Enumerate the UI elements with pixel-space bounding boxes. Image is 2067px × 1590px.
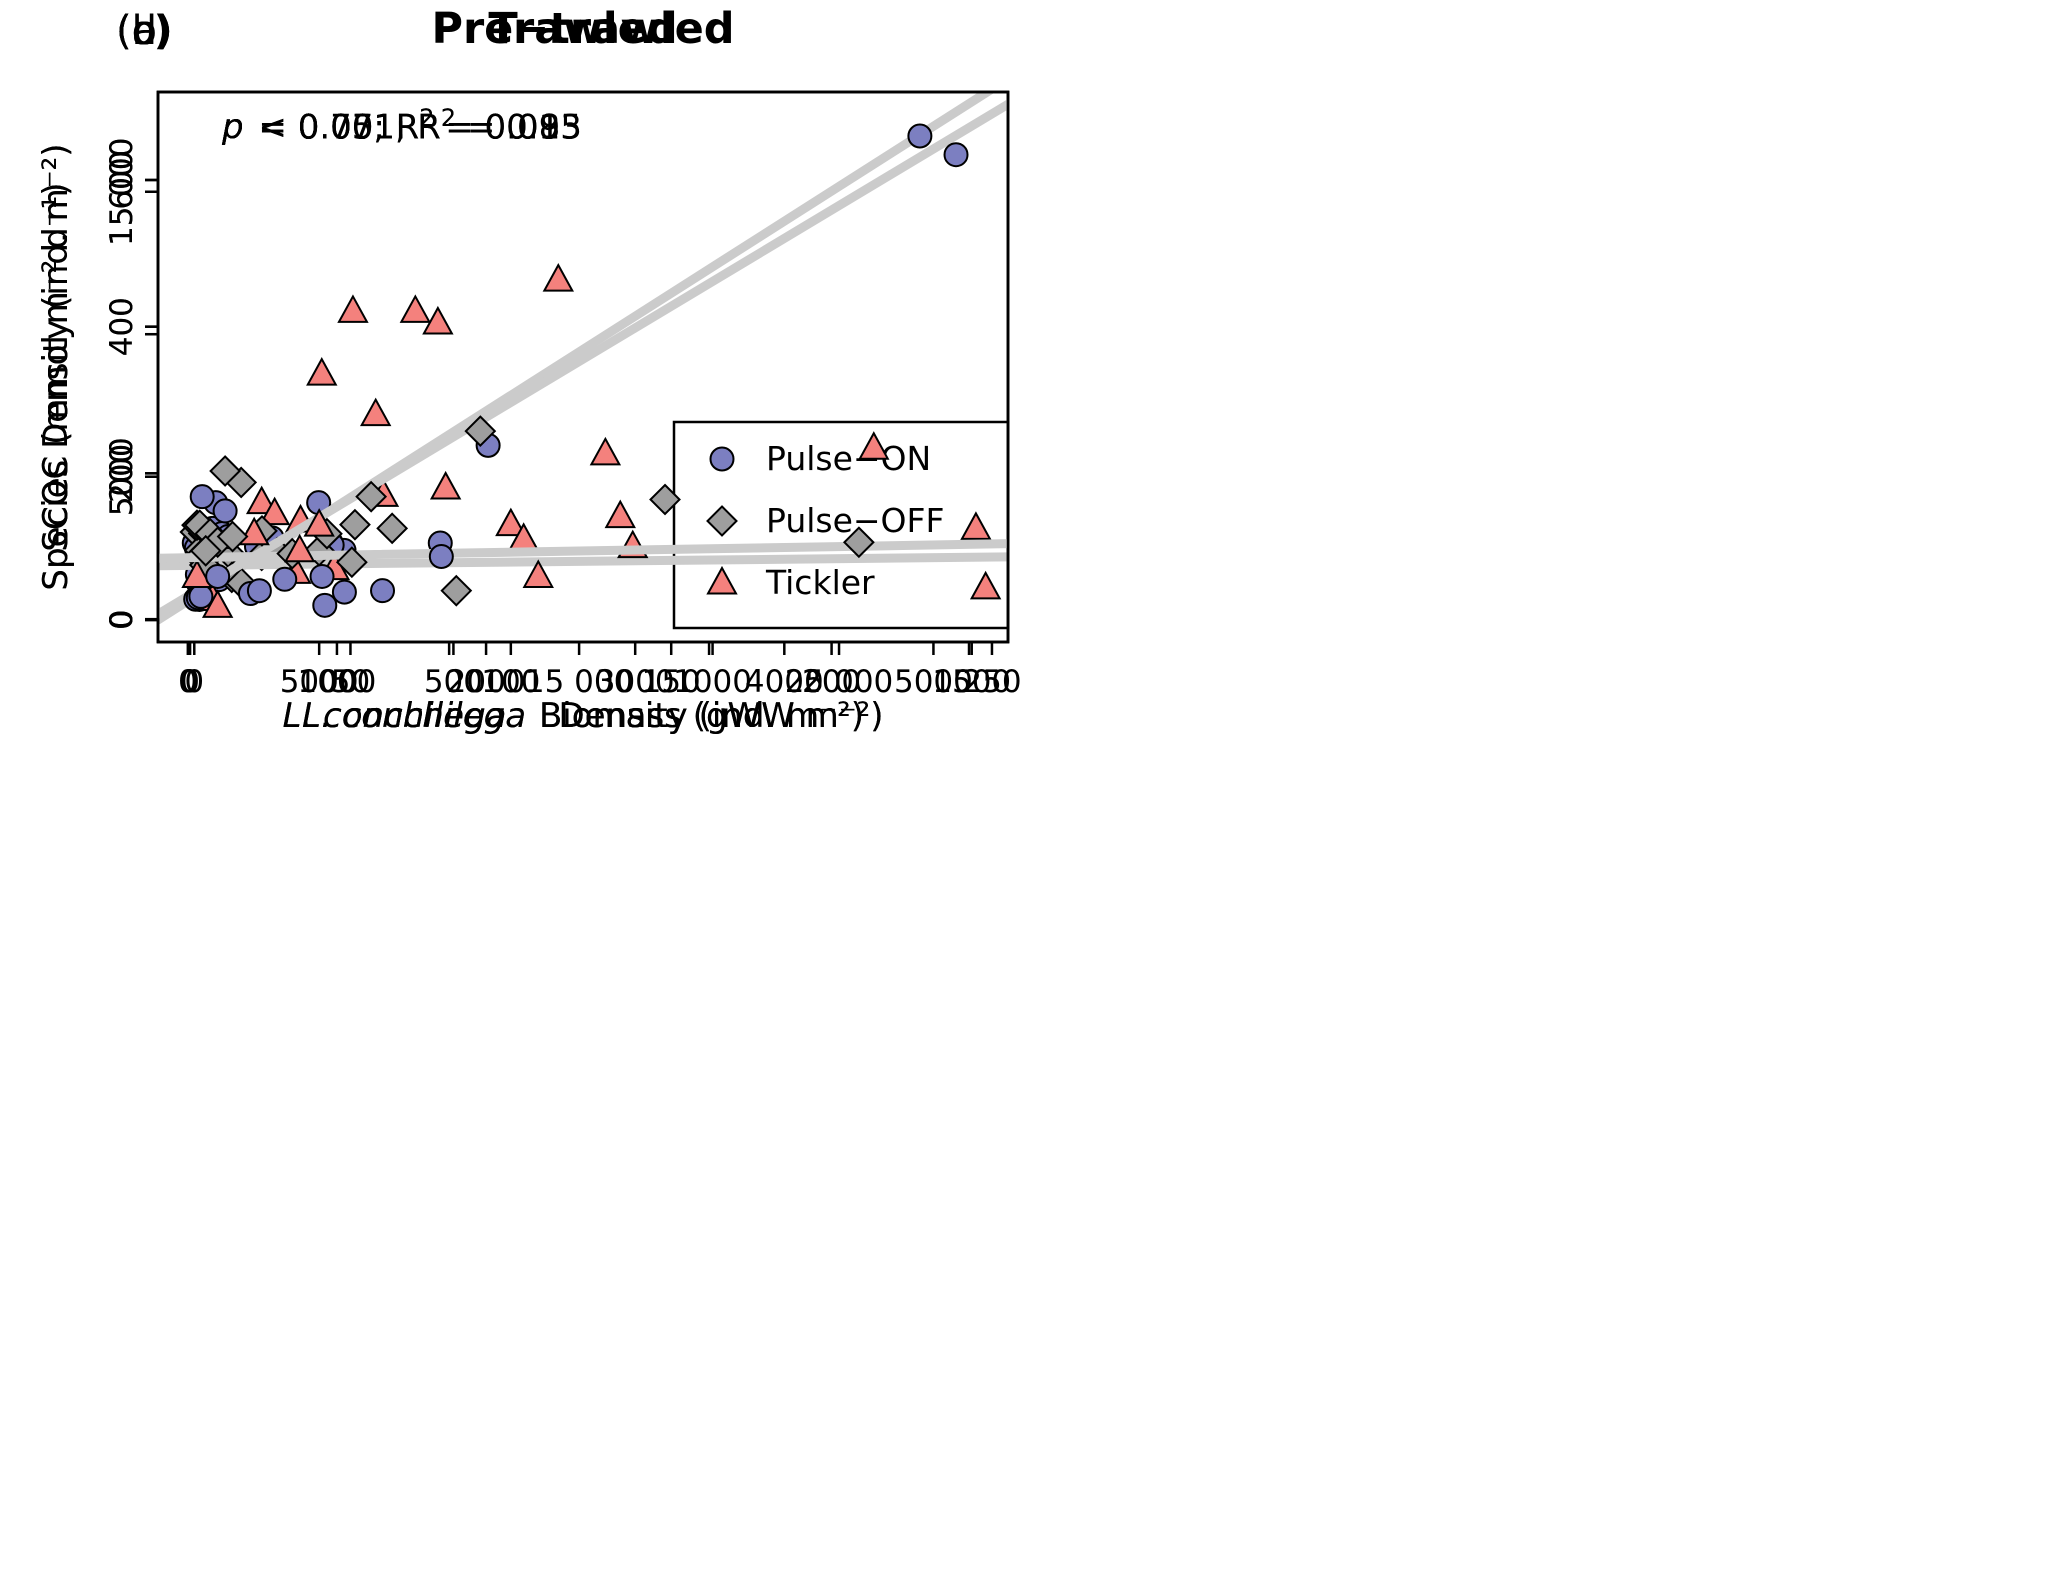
x-axis-ticks: 0 50 100 150 200 250 — [180, 642, 1022, 700]
svg-text:1500: 1500 — [932, 664, 1011, 700]
svg-text:400: 400 — [104, 297, 140, 356]
svg-text:0: 0 — [104, 609, 140, 629]
x-axis-label: L. conchilega Density (ind. m⁻²) — [158, 696, 1008, 736]
x-axis-label-rest: Biomass (gWW m⁻²) — [506, 696, 884, 736]
p-symbol: p — [222, 107, 244, 148]
svg-text:0: 0 — [180, 664, 200, 700]
svg-text:5000: 5000 — [104, 437, 140, 516]
svg-text:400: 400 — [104, 297, 140, 356]
x-axis-label: L. conchilega Biomass (gWW m⁻²) — [158, 696, 1008, 736]
regression-line — [158, 99, 1008, 619]
r2-superscript: 2 — [419, 104, 435, 132]
r2-value: = 0.93 — [456, 107, 582, 148]
series-triangle — [181, 263, 574, 588]
svg-text:Pulse−ON: Pulse−ON — [766, 439, 931, 478]
x-axis-ticks: 0 500 1000 1500 — [184, 642, 1011, 700]
panel-letter: (a) — [116, 8, 172, 54]
svg-text:200: 200 — [802, 664, 861, 700]
species-name: L. conchilega — [302, 696, 527, 736]
p-value: < 0.001; R — [247, 107, 441, 148]
svg-text:25 000: 25 000 — [785, 664, 893, 700]
r2-superscript: 2 — [440, 104, 457, 132]
x-axis-ticks: 0 1000 2000 3000 4000 5000 — [178, 642, 973, 700]
species-name: L. conchilega — [282, 696, 507, 736]
panel-title: Trawled — [488, 4, 678, 54]
species-name: L. conchilega — [302, 696, 527, 736]
svg-text:4000: 4000 — [745, 664, 824, 700]
stats-annotation: p = 0.07; R2 = 0.01 — [222, 104, 560, 147]
p-symbol: p — [222, 107, 244, 148]
p-symbol: p — [222, 107, 244, 148]
svg-text:0: 0 — [104, 610, 140, 630]
r2-value: = 0.85 — [456, 107, 582, 148]
y-axis-ticks: 0 200 400 600 — [104, 150, 158, 630]
svg-text:15 000: 15 000 — [104, 137, 140, 245]
stats-annotation: p < 0.001; R2 = 0.93 — [222, 104, 582, 147]
y-axis-ticks: 0 200 400 600 — [104, 150, 158, 630]
x-axis-ticks: 0 5000 15 000 25 000 — [179, 642, 971, 700]
svg-text:0: 0 — [178, 664, 198, 700]
p-value: = 0.07; R — [247, 107, 420, 148]
stats-annotation: p = 0.75; R2 = 0.01 — [222, 104, 560, 147]
svg-text:250: 250 — [962, 664, 1021, 700]
svg-text:5000: 5000 — [894, 664, 973, 700]
series-diamond — [183, 455, 875, 579]
x-axis-label: L. conchilega Density (ind. m⁻²) — [158, 696, 1008, 736]
r2-superscript: 2 — [419, 104, 435, 132]
panel-title: Pre−trawled — [431, 4, 735, 54]
svg-text:0: 0 — [104, 609, 140, 629]
x-axis-label-rest: Density (ind. m⁻²) — [526, 696, 865, 736]
svg-text:1000: 1000 — [297, 664, 376, 700]
svg-text:0: 0 — [104, 610, 140, 630]
panel-letter: (d) — [116, 8, 173, 54]
species-name: L. conchilega — [282, 696, 507, 736]
panel-letter: (b) — [116, 8, 173, 54]
svg-text:2000: 2000 — [447, 664, 526, 700]
p-value: = 0.75; R — [247, 107, 420, 148]
svg-text:600: 600 — [104, 150, 140, 209]
series-triangle — [201, 431, 1002, 618]
x-axis-label-rest: Density (ind. m⁻²) — [526, 696, 865, 736]
r2-value: = 0.01 — [434, 107, 561, 148]
svg-text:0: 0 — [179, 664, 199, 700]
y-axis-ticks: 0 5000 15 000 — [104, 137, 158, 629]
svg-text:0: 0 — [184, 664, 204, 700]
svg-text:200: 200 — [104, 444, 140, 503]
svg-text:15 000: 15 000 — [525, 664, 633, 700]
svg-text:100: 100 — [481, 664, 540, 700]
svg-text:600: 600 — [104, 150, 140, 209]
svg-text:3000: 3000 — [596, 664, 675, 700]
stats-annotation: p < 0.001; R2 = 0.85 — [222, 104, 582, 147]
p-symbol: p — [222, 107, 244, 148]
svg-text:15 000: 15 000 — [104, 137, 140, 245]
plot-border — [156, 90, 1010, 644]
r2-superscript: 2 — [440, 104, 457, 132]
p-value: < 0.001; R — [247, 107, 441, 148]
x-axis-label-rest: Biomass (gWW m⁻²) — [506, 696, 884, 736]
svg-text:200: 200 — [104, 444, 140, 503]
svg-text:500: 500 — [424, 664, 483, 700]
x-axis-label: L. conchilega Biomass (gWW m⁻²) — [158, 696, 1008, 736]
svg-text:50: 50 — [331, 664, 370, 700]
svg-text:5000: 5000 — [280, 664, 359, 700]
svg-text:1000: 1000 — [673, 664, 752, 700]
series-circle — [205, 498, 454, 607]
panel-d: (d) Species Density (ind. m⁻²) 0 1000 2000… — [0, 0, 1033, 795]
r2-value: = 0.01 — [434, 107, 561, 148]
svg-text:Tickler: Tickler — [765, 563, 875, 602]
panel-letter: (c) — [116, 8, 170, 54]
y-axis-ticks: 0 5000 15 000 — [104, 137, 158, 629]
svg-text:5000: 5000 — [104, 437, 140, 516]
svg-text:150: 150 — [642, 664, 701, 700]
